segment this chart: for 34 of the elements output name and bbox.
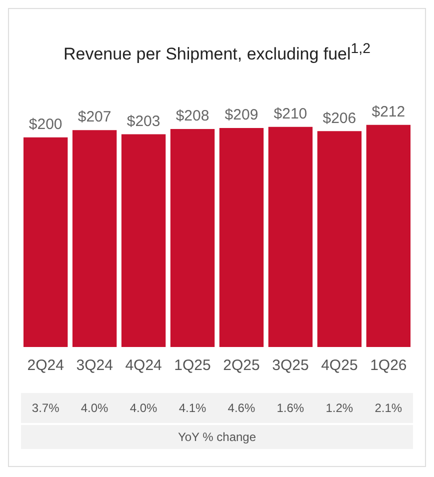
text: 4.6% <box>226 401 256 415</box>
data-label: $206 <box>322 110 356 127</box>
text: 2.1% <box>374 401 404 415</box>
data-label: $209 <box>224 106 258 124</box>
text: 4.0% <box>80 401 110 415</box>
x-tick-label: 3Q24 <box>76 357 113 374</box>
data-label: $208 <box>176 108 210 125</box>
bar <box>121 134 166 347</box>
x-tick-label: 2Q24 <box>27 357 64 374</box>
text: 1.2% <box>324 401 354 415</box>
data-label: $200 <box>28 116 62 134</box>
bar <box>72 130 117 347</box>
x-tick-label: 4Q24 <box>125 357 162 374</box>
bar <box>317 131 362 347</box>
bar <box>366 124 411 347</box>
text: YoY % change <box>21 425 413 449</box>
bar <box>23 137 68 347</box>
x-tick-label: 1Q25 <box>174 357 211 374</box>
bar <box>170 129 215 347</box>
data-label: $207 <box>78 108 112 126</box>
text: 3.7% <box>30 401 60 415</box>
text: 4.0% <box>128 401 158 415</box>
bar <box>219 128 264 347</box>
chart-title: Revenue per Shipment, excluding fuel$^{1,2}$ <box>62 41 372 66</box>
data-label: $212 <box>372 103 406 120</box>
x-tick-label: 1Q26 <box>370 357 407 374</box>
text: 4.1% <box>178 401 208 415</box>
data-label: $203 <box>126 112 160 130</box>
data-label: $210 <box>274 106 308 123</box>
x-tick-label: 4Q25 <box>321 357 358 374</box>
x-tick-label: 3Q25 <box>272 357 309 374</box>
x-tick-label: 2Q25 <box>223 357 260 374</box>
bar <box>268 126 313 347</box>
text: 1.6% <box>276 401 306 415</box>
